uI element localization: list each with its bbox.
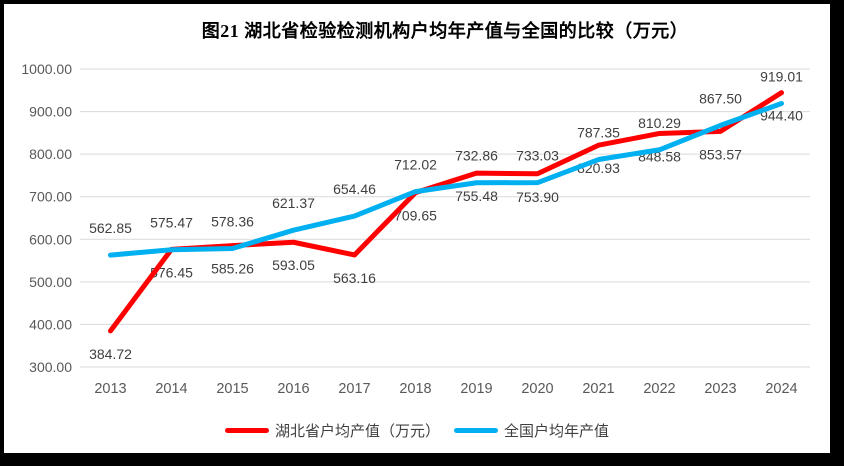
data-label: 867.50 <box>699 90 742 106</box>
data-label: 654.46 <box>333 181 376 197</box>
data-label: 732.86 <box>455 148 498 164</box>
y-axis-tick-label: 300.00 <box>29 359 72 375</box>
data-label: 733.03 <box>516 148 559 164</box>
y-axis-tick-label: 600.00 <box>29 231 72 247</box>
data-label: 810.29 <box>638 115 681 131</box>
data-label: 755.48 <box>455 188 498 204</box>
x-axis-tick-label: 2017 <box>338 381 370 397</box>
y-axis-tick-label: 1000.00 <box>21 61 72 77</box>
data-label: 753.90 <box>516 189 559 205</box>
data-label: 787.35 <box>577 125 620 141</box>
data-label: 585.26 <box>211 261 254 277</box>
data-label: 576.45 <box>150 264 193 280</box>
data-label: 578.36 <box>211 213 254 229</box>
legend-swatch-national <box>454 428 498 433</box>
y-axis-tick-label: 900.00 <box>29 104 72 120</box>
y-axis-tick-label: 700.00 <box>29 189 72 205</box>
chart-canvas: 图21 湖北省检验检测机构户均年产值与全国的比较（万元） 300.00 400.0… <box>4 4 830 453</box>
data-label: 384.72 <box>89 346 132 362</box>
legend-label-hubei: 湖北省户均产值（万元） <box>274 423 440 440</box>
data-label: 919.01 <box>760 68 803 84</box>
legend-item-national: 全国户均年产值 <box>454 420 609 441</box>
x-axis-tick-label: 2014 <box>155 381 187 397</box>
data-label: 562.85 <box>89 220 132 236</box>
data-label: 593.05 <box>272 257 315 273</box>
x-axis-tick-label: 2022 <box>643 381 675 397</box>
x-axis-tick-label: 2015 <box>216 381 248 397</box>
y-axis-tick-label: 800.00 <box>29 146 72 162</box>
x-axis-tick-label: 2020 <box>521 381 553 397</box>
data-label: 563.16 <box>333 270 376 286</box>
chart-title: 图21 湖北省检验检测机构户均年产值与全国的比较（万元） <box>201 21 689 41</box>
x-axis-tick-label: 2018 <box>399 381 431 397</box>
y-axis-tick-label: 400.00 <box>29 316 72 332</box>
data-label: 944.40 <box>760 108 803 124</box>
x-axis-tick-label: 2016 <box>277 381 309 397</box>
x-axis-tick-label: 2013 <box>94 381 126 397</box>
series-line <box>108 100 784 258</box>
data-label: 712.02 <box>394 157 437 173</box>
x-axis-tick-label: 2019 <box>460 381 492 397</box>
x-axis-tick-label: 2023 <box>704 381 736 397</box>
x-axis-tick-label: 2024 <box>765 381 797 397</box>
legend-swatch-hubei <box>224 428 269 433</box>
data-label: 853.57 <box>699 146 742 162</box>
line-chart: 300.00 400.00 500.00 600.00 700.00 800.00 900.… <box>21 61 810 397</box>
y-axis-tick-label: 500.00 <box>29 274 72 290</box>
legend-label-national: 全国户均年产值 <box>504 423 610 440</box>
chart-legend: 湖北省户均产值（万元） 全国户均年产值 <box>4 420 830 441</box>
legend-item-hubei: 湖北省户均产值（万元） <box>224 420 440 441</box>
data-label: 621.37 <box>272 195 315 211</box>
data-label: 709.65 <box>394 208 437 224</box>
x-axis-tick-label: 2021 <box>582 381 614 397</box>
series-line <box>108 90 784 334</box>
data-label: 575.47 <box>150 215 193 231</box>
